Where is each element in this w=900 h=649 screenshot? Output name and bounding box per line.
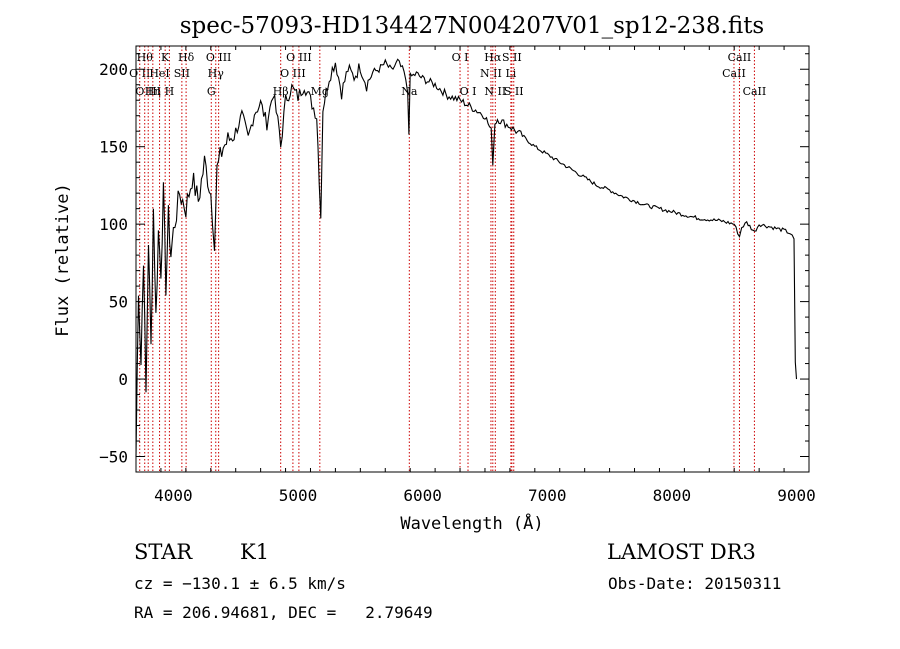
- redshift-velocity: cz = −130.1 ± 6.5 km/s: [134, 574, 346, 593]
- y-tick-label: 200: [99, 60, 128, 79]
- line-marker-label: CaII: [743, 85, 767, 98]
- line-marker-label: S II: [504, 85, 524, 98]
- line-marker-label: Hη: [145, 85, 161, 98]
- line-marker-label: SII: [174, 67, 190, 80]
- line-marker-label: Hθ: [137, 51, 154, 64]
- line-marker-label: G: [207, 85, 216, 98]
- line-marker-label: O I: [460, 85, 477, 98]
- x-tick-label: 8000: [653, 486, 692, 505]
- line-marker-label: O III: [135, 85, 161, 98]
- object-class: STAR: [134, 540, 193, 564]
- line-marker-label: Mg: [311, 85, 329, 98]
- observation-date: Obs-Date: 20150311: [608, 574, 782, 593]
- line-marker-label: Hδ: [178, 51, 195, 64]
- line-marker-label: H: [165, 85, 175, 98]
- line-marker-label: CaII: [722, 67, 746, 80]
- line-marker-label: Hα: [484, 51, 502, 64]
- chart-title: spec-57093-HD134427N004207V01_sp12-238.f…: [180, 13, 765, 39]
- spectral-subclass: K1: [240, 540, 270, 564]
- y-tick-label: 50: [109, 293, 128, 312]
- x-tick-label: 9000: [777, 486, 816, 505]
- line-marker-label: S II: [502, 51, 522, 64]
- coordinates: RA = 206.94681, DEC = 2.79649: [134, 603, 433, 622]
- x-tick-label: 4000: [154, 486, 193, 505]
- x-tick-label: 7000: [528, 486, 567, 505]
- tick-labels: 4000 5000 6000 7000 8000 9000 −50 0 50 100 150 200: [99, 60, 816, 505]
- x-axis-label: Wavelength (Å): [400, 512, 543, 534]
- y-tick-label: 150: [99, 138, 128, 157]
- line-marker-label: O III: [280, 67, 306, 80]
- line-marker-label: N II: [484, 85, 506, 98]
- spectrum-line: [135, 58, 798, 457]
- y-tick-label: 100: [99, 215, 128, 234]
- x-tick-label: 5000: [279, 486, 318, 505]
- y-tick-label: −50: [99, 448, 128, 467]
- line-marker-label: HeI: [149, 67, 169, 80]
- plot-frame: [135, 45, 810, 473]
- line-marker-label: Hβ: [273, 85, 289, 98]
- survey-name: LAMOST DR3: [607, 540, 756, 564]
- line-marker-label: Li: [505, 67, 516, 80]
- line-marker-label: O III: [286, 51, 312, 64]
- x-tick-label: 6000: [403, 486, 442, 505]
- line-marker-label: CaII: [728, 51, 752, 64]
- line-marker-label: O III: [206, 51, 232, 64]
- line-marker-label: K: [161, 51, 170, 64]
- y-axis-label: Flux (relative): [53, 183, 73, 337]
- line-marker-label: N II: [480, 67, 502, 80]
- line-marker-label: O II: [129, 67, 150, 80]
- y-tick-label: 0: [118, 370, 128, 389]
- line-marker-label: O I: [452, 51, 469, 64]
- line-marker-label: Hγ: [208, 67, 225, 80]
